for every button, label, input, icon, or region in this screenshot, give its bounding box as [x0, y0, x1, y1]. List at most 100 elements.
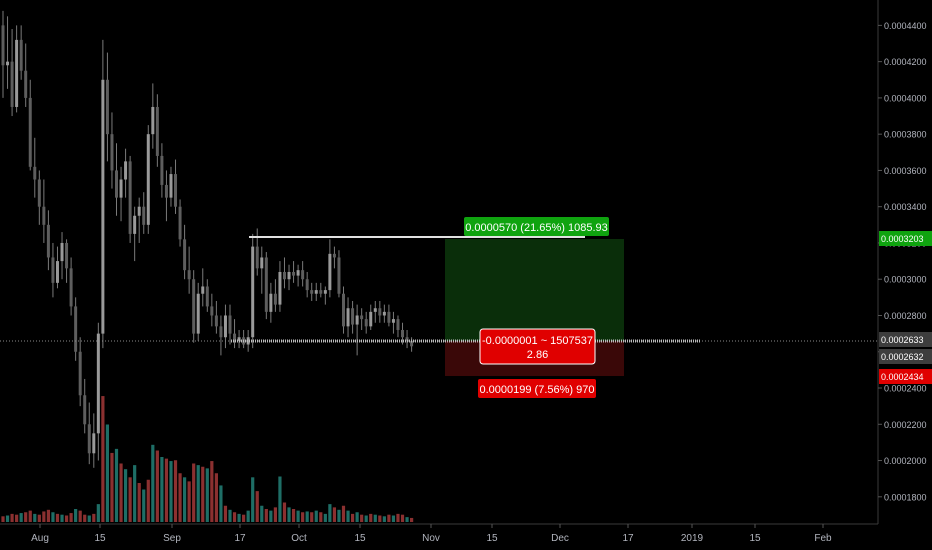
- volume-bar: [332, 507, 337, 522]
- candle-body: [246, 337, 250, 345]
- candle-body: [201, 286, 205, 294]
- price-tick-label: 0.0003600: [884, 166, 927, 176]
- volume-bar: [110, 452, 114, 522]
- volume-bar: [128, 477, 132, 522]
- candle-body: [292, 271, 296, 276]
- candle-body: [260, 257, 264, 269]
- candle-body: [133, 215, 137, 234]
- volume-bar: [369, 513, 373, 522]
- time-axis[interactable]: Aug 15 Sep 17 Oct 15 Nov 15 Dec 17 2019 15 Feb: [31, 524, 832, 544]
- candle-body: [42, 206, 46, 225]
- time-tick-label: Sep: [163, 533, 181, 544]
- loss-label: 0.0000199 (7.56%) 970: [480, 384, 595, 396]
- candle-body: [373, 308, 377, 312]
- volume-bar: [5, 515, 10, 522]
- volume-bar: [1, 516, 5, 522]
- candle-body: [146, 134, 150, 225]
- volume-bar: [273, 507, 277, 522]
- candle-body: [110, 134, 114, 171]
- volume-bar: [400, 514, 405, 522]
- profit-zone[interactable]: [445, 239, 624, 341]
- volume-bar: [64, 515, 69, 522]
- candle-body: [387, 311, 391, 323]
- candle-body: [78, 351, 82, 396]
- volume-bar: [87, 515, 91, 522]
- candle-body: [164, 184, 168, 198]
- volume-bar: [151, 444, 155, 522]
- volume-bar: [314, 510, 318, 522]
- candle-body: [323, 290, 327, 294]
- candle-body: [137, 206, 141, 216]
- position-info-line1: -0.0000001 ~ 1507537: [482, 335, 593, 347]
- time-tick-label: 17: [234, 533, 246, 544]
- candle-body: [60, 242, 64, 262]
- price-tick-label: 0.0003000: [884, 275, 927, 285]
- price-tick-label: 0.0002200: [884, 420, 927, 430]
- price-tick-label: 0.0002400: [884, 384, 927, 394]
- candle-body: [37, 179, 41, 207]
- volume-bar: [155, 450, 159, 522]
- candle-body: [410, 340, 414, 347]
- price-tick-label: 0.0001800: [884, 492, 927, 502]
- candle-body: [319, 290, 323, 294]
- volume-bar: [146, 479, 150, 522]
- volume-bar: [328, 504, 332, 522]
- candle-body: [287, 271, 291, 280]
- price-tick-label: 0.0004000: [884, 93, 927, 103]
- volume-bar: [405, 517, 409, 522]
- time-tick-label: Aug: [31, 533, 49, 544]
- candle-body: [83, 395, 87, 425]
- volume-bar: [350, 513, 355, 522]
- volume-bars: [1, 396, 414, 522]
- volume-bar: [123, 469, 128, 522]
- candle-body: [360, 315, 364, 320]
- volume-bar: [305, 511, 309, 522]
- entry-price-tag: [879, 349, 932, 364]
- time-tick-label: 15: [749, 533, 761, 544]
- volume-bar: [319, 512, 323, 522]
- candle-body: [273, 293, 277, 305]
- volume-bar: [219, 485, 223, 522]
- volume-bar: [173, 460, 178, 522]
- volume-bar: [251, 477, 255, 522]
- profit-label: 0.0000570 (21.65%) 1085.93: [465, 222, 608, 234]
- candle-body: [301, 270, 305, 280]
- volume-bar: [205, 468, 209, 522]
- candle-body: [337, 257, 341, 294]
- candle-body: [264, 257, 268, 312]
- volume-bar: [232, 512, 237, 522]
- loss-label-box: [478, 379, 596, 398]
- volume-bar: [160, 457, 164, 522]
- candle-body: [205, 286, 209, 307]
- candle-body: [183, 239, 187, 271]
- candle-body: [55, 261, 59, 283]
- price-tick-label: 0.0004200: [884, 57, 927, 67]
- candle-body: [105, 79, 109, 135]
- volume-bar: [33, 513, 37, 522]
- volume-bar: [74, 509, 78, 522]
- price-tick-label: 0.0003400: [884, 202, 927, 212]
- time-tick-label: 2019: [681, 533, 704, 544]
- candle-body: [305, 279, 309, 291]
- candle-body: [69, 268, 73, 307]
- candle-body: [314, 290, 318, 294]
- volume-bar: [92, 513, 96, 522]
- volume-bar: [183, 477, 187, 522]
- candle-body: [119, 179, 123, 198]
- candle-body: [328, 253, 332, 291]
- candle-body: [310, 290, 314, 294]
- volume-bar: [196, 465, 200, 522]
- candles: [1, 10, 414, 468]
- candle-body: [351, 308, 355, 325]
- volume-bar: [242, 514, 246, 522]
- candle-body: [92, 433, 96, 454]
- candle-body: [128, 161, 132, 234]
- volume-bar: [201, 466, 205, 522]
- volume-bar: [278, 476, 282, 522]
- candle-body: [192, 279, 196, 334]
- volume-bar: [323, 513, 327, 522]
- candle-body: [124, 161, 128, 180]
- volume-bar: [301, 512, 305, 522]
- volume-bar: [373, 514, 377, 522]
